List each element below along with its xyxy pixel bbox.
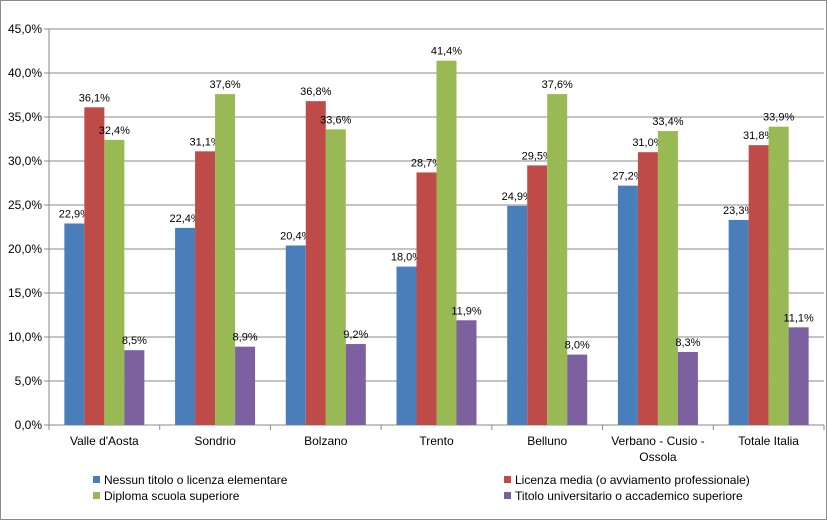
bar: [456, 320, 477, 425]
data-label: 33,4%: [652, 116, 683, 128]
legend-label: Diploma scuola superiore: [104, 489, 240, 503]
bar: [768, 126, 789, 426]
data-label: 8,0%: [565, 340, 590, 352]
bar: [215, 94, 236, 426]
data-label: 8,3%: [675, 337, 700, 349]
data-label: 27,2%: [612, 171, 643, 183]
data-label: 28,7%: [411, 157, 442, 169]
legend-label: Licenza media (o avviamento professional…: [515, 473, 750, 487]
bar: [657, 131, 678, 425]
category-label: Belluno: [527, 434, 567, 448]
bar: [285, 245, 306, 425]
category-label: Trento: [419, 434, 454, 448]
data-label: 37,6%: [209, 79, 240, 91]
legend-label: Nessun titolo o licenza elementare: [104, 473, 288, 487]
bar: [788, 327, 809, 425]
y-tick-label: 0,0%: [15, 418, 43, 432]
bar: [64, 223, 85, 425]
bar: [175, 227, 196, 425]
category-label: Bolzano: [304, 434, 348, 448]
bar: [748, 145, 769, 425]
category-label: Verbano - Cusio -: [611, 434, 704, 448]
bar: [195, 151, 216, 425]
data-label: 36,1%: [79, 92, 110, 104]
bar: [305, 101, 326, 425]
data-label: 18,0%: [391, 252, 422, 264]
bar: [728, 219, 749, 425]
data-label: 24,9%: [502, 191, 533, 203]
bar: [396, 266, 417, 425]
y-tick-label: 15,0%: [8, 286, 42, 300]
legend-swatch: [93, 492, 100, 499]
data-label: 23,3%: [723, 205, 754, 217]
y-tick-label: 35,0%: [8, 110, 42, 124]
data-label: 29,5%: [522, 150, 553, 162]
category-label: Ossola: [639, 450, 677, 464]
data-label: 22,9%: [59, 208, 90, 220]
data-label: 31,1%: [189, 136, 220, 148]
y-tick-label: 40,0%: [8, 66, 42, 80]
bar: [567, 354, 588, 425]
y-tick-label: 20,0%: [8, 242, 42, 256]
bar: [677, 351, 698, 425]
bar: [547, 94, 568, 426]
bar: [617, 185, 638, 425]
data-label: 36,8%: [300, 86, 331, 98]
bar: [507, 205, 528, 425]
y-tick-label: 10,0%: [8, 330, 42, 344]
y-tick-label: 30,0%: [8, 154, 42, 168]
data-label: 41,4%: [431, 46, 462, 58]
data-label: 31,0%: [632, 137, 663, 149]
data-label: 33,6%: [320, 114, 351, 126]
legend-label: Titolo universitario o accademico superi…: [515, 489, 743, 503]
legend-swatch: [504, 492, 511, 499]
category-label: Valle d'Aosta: [70, 434, 139, 448]
bar: [104, 139, 125, 425]
bar: [325, 129, 346, 425]
data-label: 9,2%: [343, 329, 368, 341]
data-label: 8,9%: [233, 332, 258, 344]
y-tick-label: 25,0%: [8, 198, 42, 212]
y-tick-label: 5,0%: [15, 374, 43, 388]
category-label: Totale Italia: [738, 434, 799, 448]
bar: [416, 172, 437, 425]
data-label: 37,6%: [542, 79, 573, 91]
legend-swatch: [504, 476, 511, 483]
legend-swatch: [93, 476, 100, 483]
data-label: 32,4%: [99, 125, 130, 137]
bar: [235, 346, 256, 425]
data-label: 22,4%: [169, 213, 200, 225]
data-label: 11,9%: [451, 305, 482, 317]
bar: [84, 107, 105, 425]
bar: [637, 152, 658, 425]
data-label: 31,8%: [743, 130, 774, 142]
data-label: 20,4%: [280, 230, 311, 242]
bar: [527, 165, 548, 425]
bar: [124, 350, 145, 425]
bar: [345, 344, 366, 425]
data-label: 8,5%: [122, 335, 147, 347]
bar: [436, 60, 457, 426]
category-label: Sondrio: [194, 434, 236, 448]
y-tick-label: 45,0%: [8, 22, 42, 36]
data-label: 33,9%: [763, 112, 794, 124]
data-label: 11,1%: [783, 312, 814, 324]
